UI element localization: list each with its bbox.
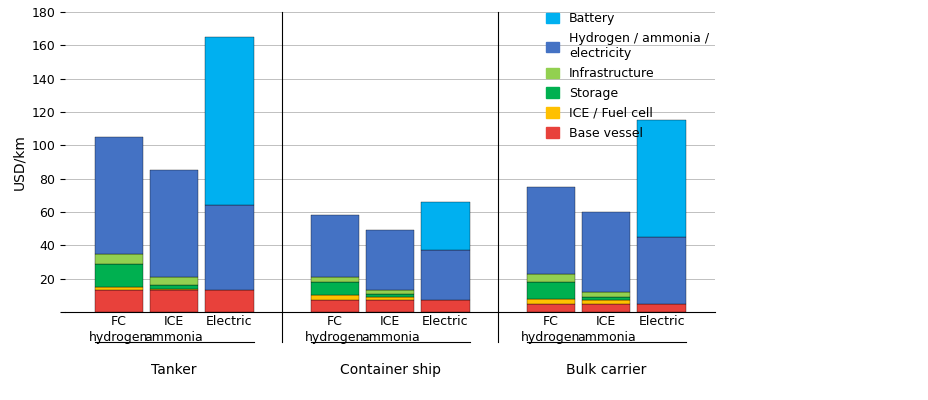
Bar: [526, 282, 574, 299]
Bar: [637, 304, 685, 312]
Bar: [95, 137, 143, 254]
Bar: [205, 290, 253, 312]
Bar: [149, 290, 198, 312]
Bar: [421, 250, 470, 300]
Bar: [582, 304, 630, 312]
Bar: [366, 297, 414, 300]
Bar: [205, 205, 253, 290]
Bar: [366, 300, 414, 312]
Bar: [582, 297, 630, 300]
Bar: [310, 277, 358, 282]
Bar: [637, 120, 685, 237]
Bar: [366, 230, 414, 290]
Bar: [310, 300, 358, 312]
Bar: [421, 300, 470, 312]
Bar: [95, 254, 143, 264]
Bar: [149, 289, 198, 290]
Bar: [526, 187, 574, 274]
Bar: [205, 37, 253, 205]
Text: Container ship: Container ship: [340, 363, 440, 377]
Bar: [526, 274, 574, 282]
Bar: [582, 212, 630, 292]
Bar: [366, 294, 414, 297]
Bar: [637, 237, 685, 304]
Text: Bulk carrier: Bulk carrier: [565, 363, 646, 377]
Bar: [149, 170, 198, 277]
Bar: [310, 295, 358, 300]
Bar: [526, 304, 574, 312]
Bar: [95, 264, 143, 287]
Bar: [421, 202, 470, 250]
Y-axis label: USD/km: USD/km: [12, 134, 26, 190]
Bar: [95, 287, 143, 290]
Bar: [526, 299, 574, 304]
Text: Tanker: Tanker: [151, 363, 197, 377]
Bar: [149, 277, 198, 285]
Bar: [582, 300, 630, 304]
Bar: [149, 285, 198, 289]
Bar: [95, 290, 143, 312]
Bar: [366, 290, 414, 294]
Bar: [310, 282, 358, 295]
Bar: [310, 215, 358, 277]
Legend: Battery, Hydrogen / ammonia /
electricity, Infrastructure, Storage, ICE / Fuel c: Battery, Hydrogen / ammonia / electricit…: [546, 12, 708, 140]
Bar: [582, 292, 630, 297]
